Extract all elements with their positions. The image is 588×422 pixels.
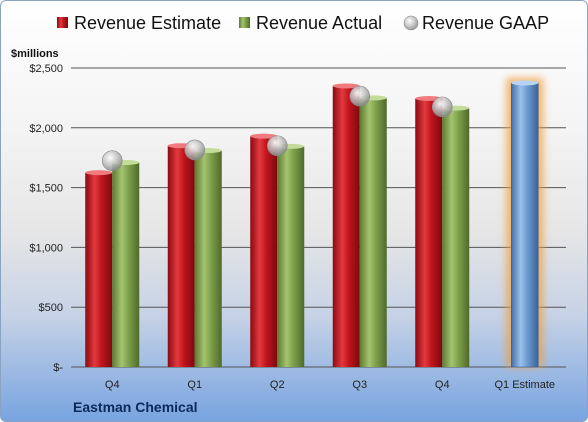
x-tick-label: Q4 (105, 379, 120, 391)
legend-label: Revenue Estimate (74, 13, 221, 33)
actual-bar (442, 108, 470, 367)
legend-label: Revenue GAAP (422, 13, 549, 33)
estimate-bar (250, 136, 278, 367)
gridlines (71, 67, 566, 368)
y-tick-label: $- (53, 362, 63, 374)
company-name: Eastman Chemical (73, 399, 198, 415)
chart-legend: Revenue Estimate Revenue Actual Revenue GA… (57, 13, 549, 33)
estimate-bar (415, 98, 443, 368)
actual-bar (112, 162, 140, 367)
gaap-point (349, 85, 371, 107)
estimate-bar (167, 145, 195, 367)
x-tick-label: Q2 (270, 379, 285, 391)
estimate-bar-cap (250, 133, 278, 139)
actual-bar (194, 150, 222, 367)
gaap-point (266, 135, 288, 157)
y-tick-label: $1,500 (29, 183, 63, 195)
gaap-points (101, 85, 453, 171)
forecast-bar-cap (511, 80, 539, 86)
gaap-point (101, 150, 123, 171)
x-tick-label: Q1 Estimate (494, 379, 555, 391)
legend-swatch (239, 17, 250, 28)
gaap-point (431, 96, 453, 118)
legend-swatch (403, 15, 419, 31)
x-axis-ticks: Q4 Q1 Q2 Q3 Q4 Q1 Estimate (105, 379, 555, 391)
actual-bar (277, 146, 305, 367)
estimate-bar (85, 172, 113, 367)
x-tick-label: Q1 (187, 379, 202, 391)
bar-marks (85, 77, 544, 368)
y-tick-label: $500 (39, 302, 63, 314)
y-tick-label: $2,000 (29, 123, 63, 135)
y-tick-label: $1,000 (29, 242, 63, 254)
y-tick-label: $2,500 (29, 63, 63, 75)
x-tick-label: Q4 (435, 379, 450, 391)
x-tick-label: Q3 (352, 379, 367, 391)
gaap-point (184, 139, 206, 161)
estimate-bar (332, 85, 360, 367)
actual-bar (359, 97, 387, 368)
estimate-bar-cap (332, 83, 360, 89)
legend-swatch (57, 17, 68, 28)
y-axis-unit-label: $millions (11, 48, 59, 60)
estimate-bar-cap (85, 170, 113, 176)
legend-label: Revenue Actual (256, 13, 382, 33)
forecast-bar (511, 82, 539, 368)
y-axis-ticks: $- $500 $1,000 $1,500 $2,000 $2,500 (29, 63, 63, 374)
